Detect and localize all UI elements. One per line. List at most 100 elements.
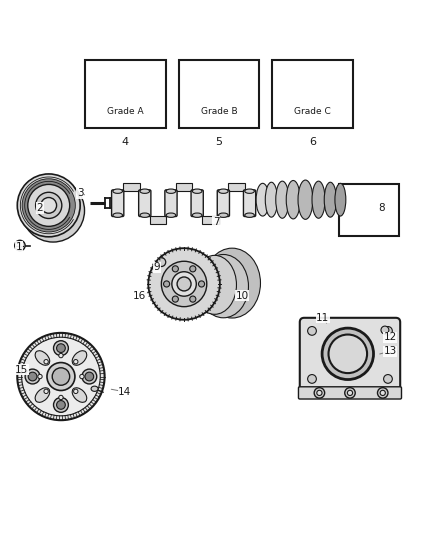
- Circle shape: [53, 341, 68, 356]
- Circle shape: [44, 389, 48, 393]
- Circle shape: [22, 179, 75, 231]
- Ellipse shape: [324, 182, 336, 217]
- Circle shape: [80, 374, 84, 379]
- Circle shape: [172, 296, 178, 302]
- FancyBboxPatch shape: [191, 190, 203, 216]
- Circle shape: [190, 296, 196, 302]
- Text: 3: 3: [77, 188, 84, 198]
- Circle shape: [28, 184, 70, 227]
- Circle shape: [172, 266, 178, 272]
- Circle shape: [177, 277, 191, 291]
- Circle shape: [52, 368, 70, 385]
- Ellipse shape: [192, 213, 202, 217]
- Ellipse shape: [198, 254, 248, 318]
- Ellipse shape: [245, 213, 254, 217]
- Ellipse shape: [276, 181, 289, 218]
- Ellipse shape: [286, 181, 300, 219]
- FancyBboxPatch shape: [298, 387, 402, 399]
- Circle shape: [28, 184, 70, 227]
- Bar: [176, 183, 192, 190]
- Text: 1: 1: [16, 242, 22, 252]
- Ellipse shape: [256, 183, 269, 216]
- Ellipse shape: [335, 183, 346, 216]
- Text: 7: 7: [212, 216, 219, 227]
- Text: Grade C: Grade C: [294, 107, 331, 116]
- Ellipse shape: [140, 213, 150, 217]
- Circle shape: [21, 337, 100, 416]
- Ellipse shape: [193, 255, 237, 314]
- Text: 5: 5: [215, 136, 223, 147]
- Circle shape: [17, 174, 80, 237]
- Text: Grade A: Grade A: [107, 107, 143, 116]
- Circle shape: [384, 327, 392, 335]
- Circle shape: [328, 335, 367, 373]
- Circle shape: [74, 389, 78, 393]
- FancyBboxPatch shape: [300, 318, 400, 394]
- Circle shape: [347, 390, 353, 395]
- Circle shape: [381, 326, 389, 334]
- FancyBboxPatch shape: [244, 190, 256, 216]
- Circle shape: [148, 248, 220, 320]
- Bar: [339, 183, 399, 236]
- Bar: [179, 60, 259, 128]
- Bar: [123, 183, 140, 190]
- Text: 13: 13: [384, 346, 397, 356]
- Ellipse shape: [113, 189, 123, 193]
- Circle shape: [190, 266, 196, 272]
- Ellipse shape: [140, 189, 150, 193]
- Circle shape: [17, 333, 105, 420]
- Bar: [272, 60, 353, 128]
- Circle shape: [345, 387, 355, 398]
- Ellipse shape: [72, 388, 87, 402]
- FancyBboxPatch shape: [139, 190, 151, 216]
- Circle shape: [322, 328, 374, 379]
- Ellipse shape: [219, 189, 228, 193]
- Circle shape: [157, 258, 166, 266]
- FancyBboxPatch shape: [112, 190, 124, 216]
- Circle shape: [314, 387, 325, 398]
- Ellipse shape: [166, 213, 176, 217]
- Ellipse shape: [113, 213, 123, 217]
- Ellipse shape: [166, 189, 176, 193]
- Ellipse shape: [35, 351, 49, 365]
- Circle shape: [307, 375, 316, 383]
- Ellipse shape: [312, 181, 325, 218]
- Ellipse shape: [245, 189, 254, 193]
- Circle shape: [53, 398, 68, 413]
- Text: 9: 9: [154, 262, 160, 272]
- Ellipse shape: [35, 388, 49, 402]
- Text: 16: 16: [133, 291, 146, 301]
- Circle shape: [14, 240, 25, 251]
- Ellipse shape: [265, 182, 278, 217]
- Ellipse shape: [21, 179, 85, 242]
- FancyBboxPatch shape: [165, 190, 177, 216]
- Circle shape: [380, 390, 385, 395]
- Text: 4: 4: [122, 136, 129, 147]
- Ellipse shape: [91, 386, 98, 391]
- Circle shape: [74, 360, 78, 364]
- Ellipse shape: [219, 213, 228, 217]
- Circle shape: [384, 375, 392, 383]
- Ellipse shape: [72, 351, 87, 365]
- Circle shape: [172, 272, 196, 296]
- Bar: [202, 216, 219, 224]
- Text: 15: 15: [15, 365, 28, 375]
- Circle shape: [57, 344, 65, 352]
- Circle shape: [57, 400, 65, 409]
- Circle shape: [41, 198, 57, 213]
- Text: 14: 14: [118, 387, 131, 397]
- Bar: [228, 183, 245, 190]
- Circle shape: [307, 327, 316, 335]
- Text: 12: 12: [384, 332, 397, 342]
- Circle shape: [28, 372, 37, 381]
- Circle shape: [38, 374, 42, 379]
- Circle shape: [22, 179, 75, 231]
- Circle shape: [82, 369, 97, 384]
- Ellipse shape: [298, 180, 313, 220]
- Circle shape: [44, 360, 48, 364]
- Circle shape: [59, 395, 63, 400]
- Circle shape: [25, 369, 40, 384]
- Bar: [85, 60, 166, 128]
- FancyBboxPatch shape: [217, 190, 230, 216]
- Text: 11: 11: [316, 312, 329, 322]
